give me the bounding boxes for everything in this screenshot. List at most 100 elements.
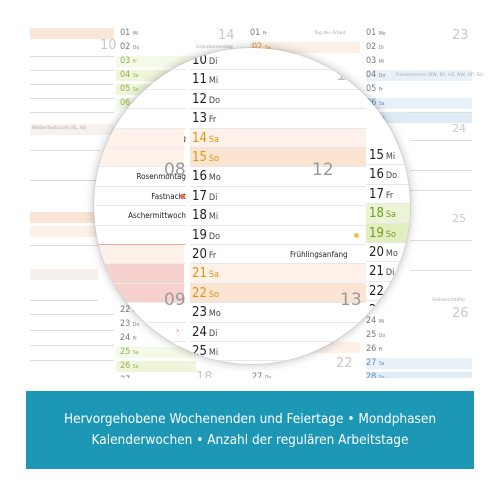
bg-week-number: 26 — [452, 306, 469, 321]
day-number: 22 — [192, 285, 207, 301]
bg-day: 05 Fr — [366, 84, 383, 94]
bg-day: 25 Do — [366, 330, 386, 340]
day-entry: 23 Do — [369, 301, 397, 322]
left-highlight-row — [94, 264, 184, 284]
day-entry: 20 Fr — [192, 245, 216, 266]
bg-line — [30, 330, 114, 331]
bg-day: 02 Di — [366, 42, 384, 52]
day-number: 20 — [369, 245, 384, 260]
feature-banner: Hervorgehobene Wochenenden und Feiertage… — [26, 391, 474, 469]
row-divider — [190, 244, 366, 245]
bg-week-number: 25 — [452, 212, 466, 225]
day-number: 13 — [192, 111, 207, 127]
day-entry: 20 Mo — [369, 243, 398, 264]
bg-day: 27 Mo — [120, 375, 140, 378]
row-divider — [366, 300, 410, 302]
row-divider — [94, 263, 186, 265]
day-number: 17 — [192, 188, 207, 204]
row-divider — [190, 321, 366, 323]
day-number: 17 — [369, 186, 384, 202]
bg-week-number: 24 — [452, 122, 466, 135]
bg-day: 02 Do — [120, 42, 140, 52]
february-column: 10Di11Mi12Do13Fr14SaValentinstag15So16Mo… — [94, 48, 410, 364]
day-number: 22 — [369, 283, 384, 299]
day-row — [190, 283, 366, 303]
bg-week-number: 18 — [196, 370, 213, 378]
row-divider — [94, 224, 186, 226]
bg-line — [30, 56, 114, 57]
day-entry: 14 Sa — [192, 129, 219, 150]
row-divider — [94, 127, 186, 129]
bg-week-number: 14 — [218, 28, 235, 43]
holiday-label: Fastnacht — [151, 191, 186, 201]
weekday-abbr: Do — [208, 95, 221, 106]
bg-line — [30, 98, 114, 99]
row-divider — [190, 302, 366, 304]
day-number: 23 — [369, 303, 384, 319]
weekday-abbr: Mi — [208, 212, 219, 223]
day-row — [190, 148, 366, 167]
day-number: 26 — [192, 363, 207, 364]
day-entry: 11 Mi — [192, 70, 218, 91]
bg-stripe — [30, 28, 114, 39]
day-entry: 22 Mi — [369, 282, 395, 303]
left-highlight-row — [94, 245, 184, 264]
row-divider — [94, 88, 186, 90]
day-row — [366, 204, 410, 224]
bg-day: 26 Fr — [366, 344, 383, 354]
day-number: 23 — [192, 305, 207, 321]
weekday-abbr: Di — [385, 268, 395, 279]
weekday-abbr: Fr — [385, 190, 394, 201]
day-entry: 21 Sa — [192, 264, 219, 285]
bg-day: 28 So — [366, 372, 385, 378]
row-divider — [366, 164, 410, 166]
day-number: 21 — [369, 264, 384, 280]
day-entry: 17 Di — [192, 187, 217, 208]
bg-line — [30, 112, 114, 113]
row-divider — [94, 205, 186, 207]
day-entry: 24 Di — [192, 323, 217, 344]
bg-day: 01 Mi — [120, 28, 139, 38]
weekday-abbr: Do — [385, 307, 398, 318]
banner-line-2: Kalenderwochen • Anzahl der regulären Ar… — [91, 432, 409, 448]
day-entry: 21 Di — [369, 262, 394, 283]
weekday-abbr: Fr — [208, 115, 217, 126]
bg-stripe — [250, 42, 360, 53]
weekday-abbr: Mi — [208, 76, 219, 87]
bg-week-number: 23 — [452, 28, 469, 43]
bg-day: 03 Mi — [366, 56, 385, 66]
day-number: 16 — [192, 169, 207, 185]
day-entry: 10 Di — [192, 51, 217, 72]
bg-line — [410, 140, 472, 141]
weekday-abbr: Di — [208, 57, 218, 67]
magnifier-zoom: 10Di11Mi12Do13Fr14SaValentinstag15So16Mo… — [94, 48, 410, 364]
row-divider — [94, 360, 186, 362]
bg-small-label: Weiberfastnacht (SL, NI) — [32, 126, 87, 131]
week-number: 19 — [336, 65, 358, 85]
bg-line — [30, 314, 114, 315]
left-highlight-row — [94, 128, 184, 148]
row-divider — [94, 166, 186, 168]
bg-line — [30, 150, 100, 151]
weekday-abbr: Sa — [385, 210, 396, 221]
day-row — [366, 223, 410, 243]
row-divider — [366, 183, 410, 185]
day-number: 11 — [192, 72, 207, 88]
weekday-abbr: So — [385, 229, 396, 240]
week-number: 13 — [340, 290, 362, 310]
bg-stripe — [30, 124, 114, 135]
bg-small-label: Fronleichnam (BW, BY, HE, NW, RP, SL) — [396, 73, 484, 78]
left-highlight-row — [94, 148, 184, 167]
day-entry: 15 Mi — [369, 146, 395, 167]
bg-line — [410, 170, 472, 171]
bg-small-label: Gründonnerstag — [196, 45, 233, 50]
row-divider — [190, 69, 366, 71]
weekday-abbr: Mi — [385, 287, 396, 298]
row-divider — [366, 261, 410, 263]
weekday-abbr: Do — [208, 231, 221, 242]
row-divider — [366, 203, 410, 205]
bg-line — [410, 190, 472, 191]
row-divider — [366, 280, 410, 282]
row-divider — [190, 147, 366, 148]
bg-small-label: Siebenschläfer — [432, 298, 466, 303]
